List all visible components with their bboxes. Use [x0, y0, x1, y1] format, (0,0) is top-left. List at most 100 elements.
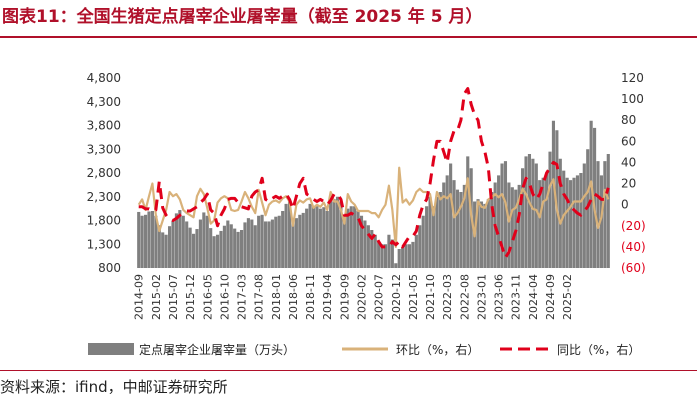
x-tick-label: 2019-04 — [321, 274, 334, 320]
bar-45 — [291, 218, 295, 269]
bar-65 — [359, 215, 364, 268]
bar-124 — [562, 170, 566, 269]
bar-2 — [144, 214, 148, 268]
right-tick-label: (40) — [621, 240, 646, 254]
bar-74 — [390, 239, 394, 268]
x-tick-label: 2025-02 — [561, 274, 574, 320]
bar-125 — [565, 177, 569, 268]
right-tick-label: (20) — [621, 219, 646, 233]
x-tick-label: 2023-11 — [510, 274, 523, 320]
bar-0 — [137, 211, 141, 268]
x-tick-label: 2018-06 — [287, 274, 300, 320]
bar-126 — [569, 180, 573, 269]
x-tick-label: 2015-07 — [167, 274, 180, 320]
bar-89 — [442, 182, 446, 268]
bar-30 — [239, 230, 244, 268]
bar-115 — [531, 158, 535, 268]
bar-31 — [243, 222, 247, 268]
legend-label-mom: 环比（%，右） — [396, 342, 479, 357]
x-tick-label: 2020-07 — [373, 274, 386, 320]
bar-79 — [407, 244, 412, 268]
bar-41 — [277, 215, 281, 268]
bar-35 — [257, 215, 261, 268]
bar-133 — [593, 127, 597, 269]
line-series — [137, 87, 610, 259]
source-rule — [0, 370, 697, 371]
bar-109 — [510, 187, 514, 268]
bar-105 — [497, 175, 501, 269]
bar-114 — [527, 154, 532, 268]
bar-6 — [157, 225, 161, 268]
mom-line — [137, 166, 610, 248]
bar-8 — [164, 234, 168, 268]
right-tick-label: 80 — [621, 113, 636, 127]
bar-82 — [418, 225, 422, 268]
bar-117 — [538, 180, 542, 269]
bar-series — [137, 120, 610, 269]
bar-83 — [421, 215, 425, 268]
bar-118 — [541, 177, 545, 268]
bar-130 — [582, 163, 586, 268]
left-tick-label: 800 — [98, 261, 121, 275]
bar-75 — [394, 263, 398, 268]
bar-20 — [205, 215, 209, 268]
x-tick-label: 2020-12 — [390, 274, 403, 320]
x-tick-label: 2014-09 — [133, 274, 146, 320]
bar-70 — [377, 241, 381, 269]
x-tick-label: 2015-12 — [184, 274, 197, 320]
bar-56 — [329, 201, 333, 268]
bar-71 — [380, 244, 384, 268]
bar-95 — [462, 184, 466, 269]
left-tick-label: 4,800 — [87, 71, 121, 85]
legend: 定点屠宰企业屠宰量（万头） 环比（%，右） 同比（%，右） — [88, 342, 640, 357]
bar-19 — [202, 212, 206, 268]
x-tick-label: 2017-08 — [253, 274, 266, 320]
yoy-line — [138, 87, 610, 259]
bar-64 — [356, 211, 360, 268]
bar-93 — [455, 189, 460, 269]
bar-43 — [284, 203, 288, 269]
right-axis-ticks: 120 100 80 60 40 20 0 (20) (40) (60) — [621, 71, 646, 275]
bar-68 — [370, 230, 374, 268]
source-note: 资料来源：ifind，中邮证券研究所 — [0, 378, 228, 396]
bar-14 — [185, 221, 189, 268]
left-axis-ticks: 4,800 4,300 3,800 3,300 2,800 2,300 1,800 1,300… — [87, 71, 121, 275]
bar-119 — [545, 173, 549, 268]
right-tick-label: 40 — [621, 155, 636, 169]
bar-16 — [191, 233, 196, 268]
bar-9 — [168, 226, 172, 268]
bar-23 — [215, 234, 220, 268]
right-tick-label: 0 — [621, 198, 629, 212]
x-tick-label: 2016-05 — [201, 274, 214, 320]
bar-111 — [517, 184, 521, 269]
bar-92 — [452, 180, 456, 269]
bar-32 — [246, 218, 250, 269]
bar-103 — [490, 192, 494, 268]
chart-svg: 4,800 4,300 3,800 3,300 2,800 2,300 1,800 1,300… — [87, 71, 646, 357]
bar-57 — [332, 199, 336, 269]
bar-48 — [301, 212, 305, 268]
bar-15 — [188, 227, 192, 269]
bar-55 — [325, 211, 329, 268]
bar-99 — [476, 199, 480, 269]
x-tick-label: 2022-08 — [458, 274, 471, 320]
bar-132 — [589, 120, 593, 268]
bar-59 — [339, 201, 343, 268]
bar-72 — [383, 244, 388, 268]
bar-11 — [174, 213, 178, 269]
bar-120 — [548, 151, 552, 269]
bar-123 — [558, 158, 562, 268]
bar-101 — [483, 203, 487, 269]
bar-106 — [500, 163, 504, 268]
right-tick-label: (60) — [621, 261, 646, 275]
left-tick-label: 3,800 — [87, 119, 121, 133]
bar-27 — [229, 224, 233, 268]
bar-28 — [233, 228, 237, 268]
bar-122 — [555, 130, 559, 268]
bar-84 — [425, 206, 429, 268]
bar-90 — [445, 175, 449, 269]
bar-66 — [363, 220, 367, 268]
x-tick-label: 2016-10 — [218, 274, 231, 320]
bar-108 — [507, 182, 511, 268]
bar-13 — [181, 215, 185, 268]
